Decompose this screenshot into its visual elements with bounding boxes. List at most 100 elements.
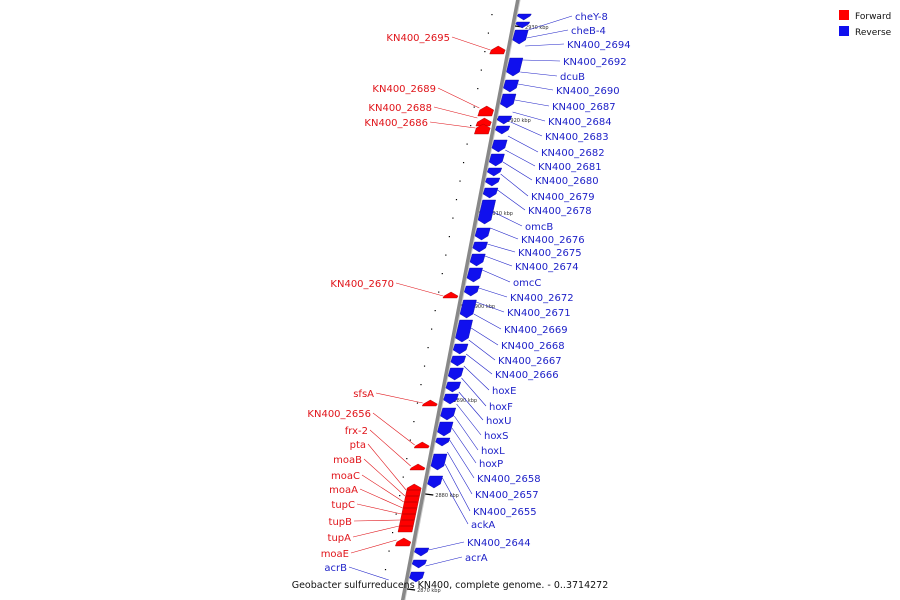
reverse-gene-label[interactable]: KN400_2692 <box>563 57 627 68</box>
reverse-gene-feature[interactable] <box>515 21 531 29</box>
forward-gene-label[interactable]: tupA <box>328 533 352 544</box>
reverse-gene-label[interactable]: KN400_2687 <box>552 102 616 113</box>
forward-gene-feature[interactable] <box>413 441 430 449</box>
reverse-gene-feature[interactable] <box>464 285 480 297</box>
reverse-gene-feature[interactable] <box>503 79 519 93</box>
reverse-gene-label[interactable]: cheY-8 <box>575 12 608 23</box>
forward-gene-feature[interactable] <box>442 291 459 299</box>
reverse-gene-feature[interactable] <box>487 167 503 177</box>
reverse-gene-label[interactable]: KN400_2684 <box>548 117 612 128</box>
reverse-gene-label[interactable]: KN400_2680 <box>535 176 599 187</box>
reverse-gene-label[interactable]: hoxF <box>489 402 513 413</box>
reverse-gene-feature[interactable] <box>459 299 477 319</box>
forward-gene-feature[interactable] <box>489 45 506 55</box>
reverse-gene-label[interactable]: hoxE <box>492 386 516 397</box>
reverse-gene-label[interactable]: hoxU <box>486 416 511 427</box>
reverse-gene-feature[interactable] <box>466 267 483 283</box>
reverse-gene-feature[interactable] <box>477 199 496 225</box>
reverse-gene-label[interactable]: cheB-4 <box>571 26 606 37</box>
reverse-gene-feature[interactable] <box>500 93 517 109</box>
reverse-gene-label[interactable]: KN400_2676 <box>521 235 585 246</box>
reverse-gene-label[interactable]: hoxS <box>484 431 508 442</box>
reverse-gene-feature[interactable] <box>485 177 501 187</box>
reverse-gene-feature[interactable] <box>430 453 448 471</box>
forward-gene-feature[interactable] <box>395 537 412 547</box>
reverse-gene-feature[interactable] <box>488 153 505 167</box>
reverse-gene-label[interactable]: KN400_2694 <box>567 40 631 51</box>
forward-gene-label[interactable]: KN400_2670 <box>330 279 394 290</box>
reverse-gene-label[interactable]: omcC <box>513 278 541 289</box>
reverse-gene-feature[interactable] <box>437 421 454 437</box>
reverse-gene-feature[interactable] <box>495 125 511 135</box>
reverse-gene-label[interactable]: KN400_2644 <box>467 538 531 549</box>
reverse-gene-label[interactable]: hoxP <box>479 459 503 470</box>
forward-gene-label[interactable]: moaE <box>321 549 349 560</box>
reverse-gene-feature[interactable] <box>506 57 524 77</box>
reverse-gene-label[interactable]: KN400_2675 <box>518 248 582 259</box>
forward-gene-label[interactable]: moaC <box>331 471 360 482</box>
reverse-gene-label[interactable]: hoxL <box>481 446 505 457</box>
reverse-gene-feature[interactable] <box>409 571 425 583</box>
reverse-gene-label[interactable]: KN400_2679 <box>531 192 595 203</box>
forward-gene-label[interactable]: KN400_2695 <box>386 33 450 44</box>
reverse-gene-feature[interactable] <box>414 547 430 557</box>
forward-gene-label[interactable]: KN400_2688 <box>368 103 432 114</box>
forward-gene-label[interactable]: pta <box>350 440 366 451</box>
reverse-gene-feature[interactable] <box>472 241 488 253</box>
reverse-gene-label[interactable]: KN400_2678 <box>528 206 592 217</box>
reverse-gene-label[interactable]: dcuB <box>560 72 585 83</box>
reverse-gene-label[interactable]: KN400_2655 <box>473 507 537 518</box>
reverse-gene-feature[interactable] <box>450 355 467 367</box>
reverse-gene-leader <box>526 29 569 39</box>
reverse-gene-feature[interactable] <box>447 367 464 381</box>
forward-gene-label[interactable]: frx-2 <box>345 426 368 437</box>
reverse-gene-feature[interactable] <box>469 253 486 267</box>
reverse-gene-feature[interactable] <box>440 407 457 421</box>
reverse-gene-feature[interactable] <box>512 29 529 45</box>
reverse-gene-feature[interactable] <box>427 475 444 489</box>
forward-gene-feature[interactable] <box>475 117 492 127</box>
reverse-gene-feature[interactable] <box>497 115 513 125</box>
forward-gene-feature[interactable] <box>474 123 491 135</box>
reverse-gene-feature[interactable] <box>474 227 491 241</box>
reverse-gene-label[interactable]: KN400_2669 <box>504 325 568 336</box>
forward-gene-label[interactable]: KN400_2686 <box>364 118 428 129</box>
reverse-gene-feature[interactable] <box>445 381 462 393</box>
reverse-gene-feature[interactable] <box>482 187 499 199</box>
reverse-gene-label[interactable]: KN400_2666 <box>495 370 559 381</box>
reverse-gene-label[interactable]: KN400_2658 <box>477 474 541 485</box>
reverse-gene-feature[interactable] <box>443 393 459 405</box>
reverse-gene-label[interactable]: KN400_2671 <box>507 308 571 319</box>
forward-gene-label[interactable]: KN400_2689 <box>372 84 436 95</box>
forward-gene-label[interactable]: moaB <box>333 455 362 466</box>
forward-gene-label[interactable]: sfsA <box>353 389 374 400</box>
reverse-gene-feature[interactable] <box>452 343 469 355</box>
reverse-gene-label[interactable]: omcB <box>525 222 553 233</box>
reverse-gene-label[interactable]: KN400_2690 <box>556 86 620 97</box>
forward-gene-feature[interactable] <box>421 399 438 407</box>
reverse-gene-label[interactable]: KN400_2683 <box>545 132 609 143</box>
reverse-gene-label[interactable]: KN400_2668 <box>501 341 565 352</box>
reverse-gene-label[interactable]: KN400_2682 <box>541 148 605 159</box>
forward-gene-label[interactable]: moaA <box>329 485 358 496</box>
reverse-gene-feature[interactable] <box>411 559 427 569</box>
reverse-gene-label[interactable]: KN400_2667 <box>498 356 562 367</box>
forward-gene-feature[interactable] <box>409 463 426 471</box>
forward-gene-label[interactable]: tupB <box>329 517 353 528</box>
reverse-gene-feature[interactable] <box>455 319 473 343</box>
reverse-gene-label[interactable]: KN400_2681 <box>538 162 602 173</box>
reverse-gene-label[interactable]: KN400_2674 <box>515 262 579 273</box>
reverse-gene-feature[interactable] <box>435 437 451 447</box>
forward-gene-feature[interactable] <box>477 105 494 117</box>
reverse-gene-label[interactable]: ackA <box>471 520 495 531</box>
reverse-gene-leader <box>456 403 482 436</box>
reverse-gene-feature[interactable] <box>516 13 532 21</box>
reverse-gene-label[interactable]: KN400_2672 <box>510 293 574 304</box>
reverse-gene-label[interactable]: acrA <box>465 553 488 564</box>
reverse-gene-feature[interactable] <box>491 139 508 153</box>
forward-gene-leader <box>429 121 476 129</box>
forward-gene-label[interactable]: KN400_2656 <box>307 409 371 420</box>
reverse-gene-label[interactable]: KN400_2657 <box>475 490 539 501</box>
forward-gene-label[interactable]: acrB <box>324 563 347 574</box>
forward-gene-label[interactable]: tupC <box>331 500 355 511</box>
